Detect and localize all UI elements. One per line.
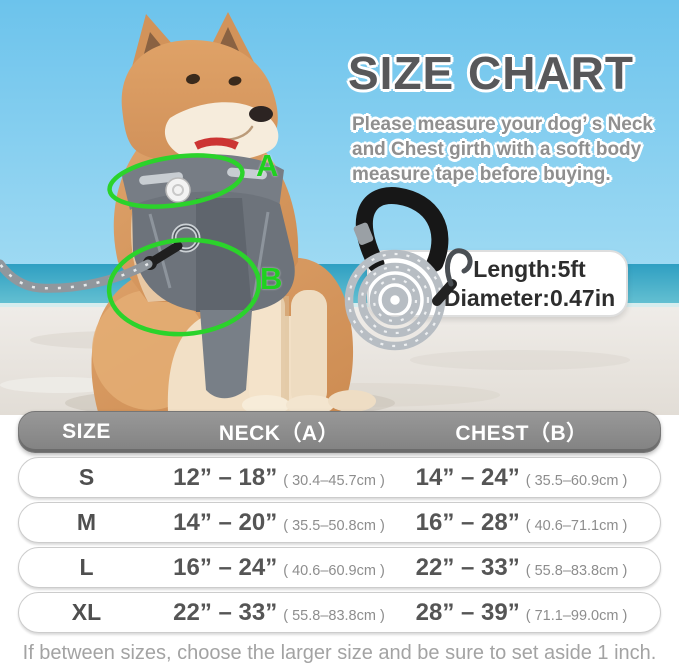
row-neck: 14” – 20” ( 35.5–50.8cm )	[173, 508, 385, 536]
row-neck: 16” – 24” ( 40.6–60.9cm )	[173, 553, 385, 581]
header-neck: NECK（A）	[218, 422, 340, 445]
row-neck: 22” – 33” ( 55.8–83.8cm )	[173, 598, 385, 626]
chest-girth-ring	[106, 237, 262, 337]
neck-label-a: A	[256, 148, 279, 183]
row-size: L	[79, 554, 94, 580]
chest-label-b: B	[260, 261, 283, 296]
leash-length: Length:5ft	[473, 255, 586, 282]
row-size: M	[76, 509, 97, 535]
red-collar	[194, 137, 239, 150]
sky	[0, 0, 679, 272]
row-chest: 16” – 28” ( 40.6–71.1cm )	[415, 508, 628, 536]
header-size: SIZE	[62, 420, 111, 443]
leash-diameter: Diameter:0.47in	[443, 284, 616, 311]
harness	[122, 137, 295, 399]
header-chest: CHEST（B）	[455, 422, 588, 445]
leash-rope	[0, 241, 183, 293]
intro-line-1: Please measure your dog’ s Neck	[352, 114, 653, 135]
row-size: S	[78, 464, 95, 490]
leash-info-box: Length:5ft Diameter:0.47in	[367, 250, 628, 317]
sizing-note: If between sizes, choose the larger size…	[22, 642, 657, 664]
intro-text: Please measure your dog’ s Neck and Ches…	[352, 112, 657, 187]
table-row: L 16” – 24” ( 40.6–60.9cm ) 22” – 33” ( …	[18, 547, 661, 588]
row-chest: 14” – 24” ( 35.5–60.9cm )	[415, 463, 628, 491]
neck-girth-ring	[107, 153, 245, 209]
table-row: XL 22” – 33” ( 55.8–83.8cm ) 28” – 39” (…	[18, 592, 661, 633]
leash-illustration	[344, 187, 473, 351]
row-neck: 12” – 18” ( 30.4–45.7cm )	[173, 463, 385, 491]
size-table: SIZE NECK（A） CHEST（B） S 12” – 18” ( 30.4…	[0, 411, 679, 665]
intro-line-2: and Chest girth with a soft body	[352, 139, 642, 160]
table-header-row: SIZE NECK（A） CHEST（B）	[18, 411, 661, 453]
row-size: XL	[71, 599, 102, 625]
intro-line-3: measure tape before buying.	[352, 164, 611, 185]
table-row: S 12” – 18” ( 30.4–45.7cm ) 14” – 24” ( …	[18, 457, 661, 498]
table-row: M 14” – 20” ( 35.5–50.8cm ) 16” – 28” ( …	[18, 502, 661, 543]
dog-tag	[165, 177, 191, 203]
row-chest: 22” – 33” ( 55.8–83.8cm )	[415, 553, 628, 581]
page-title: SIZE CHART	[348, 47, 634, 99]
row-chest: 28” – 39” ( 71.1–99.0cm )	[415, 598, 628, 626]
